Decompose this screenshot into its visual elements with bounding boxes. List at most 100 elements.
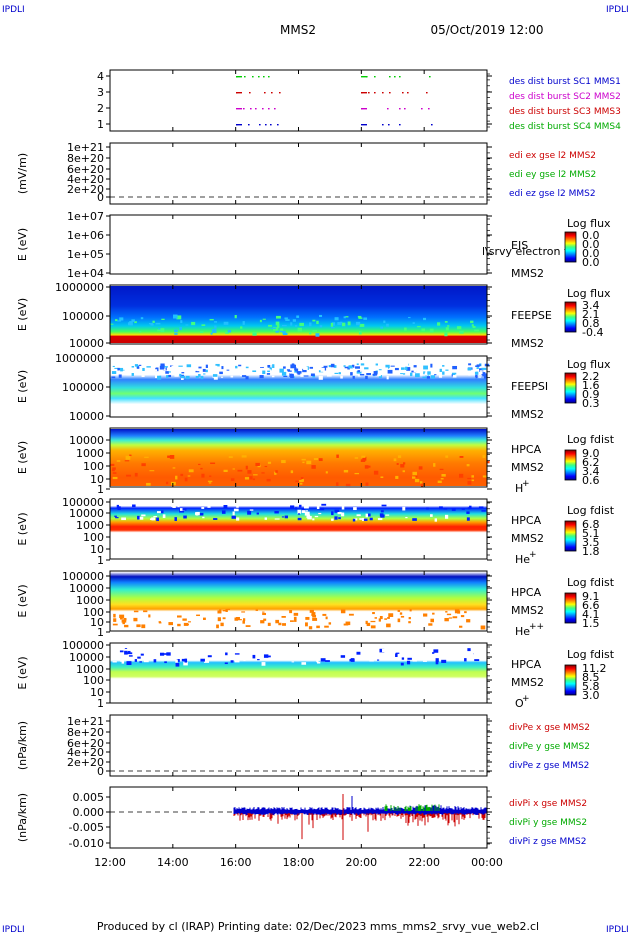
- hpca_h-pixel: [125, 455, 131, 460]
- burst-marker: [250, 108, 252, 110]
- hpca_hepp-pixel: [187, 621, 191, 623]
- hpca_he-spectrogram: [110, 500, 487, 558]
- hpca_hepp-pixel: [388, 613, 394, 617]
- feepse-pixel: [341, 322, 346, 327]
- feepse-pixel: [201, 324, 206, 326]
- hpca_he-pixel: [405, 516, 408, 519]
- hpca_o-pixel: [284, 649, 288, 652]
- hpca_h-pixel: [166, 481, 169, 485]
- hpca_h-pixel: [247, 470, 252, 474]
- eis-cbar-title: Log flux: [567, 217, 611, 230]
- hpca_he-pixel: [380, 514, 385, 518]
- hpca_he-pixel: [137, 515, 140, 520]
- feepsi-pixel: [239, 368, 244, 371]
- burst-frame: [109, 69, 488, 132]
- feepsi-pixel: [468, 373, 471, 376]
- hpca_hepp-species-label: He: [515, 625, 530, 638]
- hpca_he-pixel: [213, 518, 218, 520]
- hpca_hepp-pixel: [312, 617, 318, 621]
- eis-colorbar: [564, 231, 577, 263]
- feepsi-pixel: [432, 370, 438, 373]
- hpca_h-pixel: [418, 466, 423, 470]
- feepsi-pixel: [290, 364, 296, 369]
- feepsi-pixel: [430, 375, 436, 379]
- feepsi-pixel: [112, 365, 115, 368]
- burst-marker: [402, 92, 404, 94]
- feepsi-pixel: [413, 365, 417, 368]
- burst-legend-item: des dist burst SC4 MMS4: [509, 122, 621, 132]
- burst-ytick-label: 2: [97, 102, 104, 115]
- hpca_o-pixel: [128, 655, 133, 657]
- hpca_hepp-ytick-label: 100: [83, 606, 104, 619]
- hpca_h-pixel: [146, 482, 151, 486]
- burst-marker: [248, 124, 250, 126]
- hpca_o-pixel: [137, 656, 141, 659]
- hpca_o-ytick-label: 1000: [76, 663, 104, 676]
- hpca_hepp-pixel: [308, 626, 313, 630]
- feepsi-pixel: [468, 363, 472, 366]
- hpca_o-pixel: [187, 649, 192, 652]
- feepsi-pixel: [212, 365, 218, 368]
- hpca_he-pixel: [331, 511, 334, 516]
- feepse-pixel: [358, 330, 362, 335]
- feepsi-pixel: [221, 376, 224, 378]
- feepse-pixel: [355, 321, 361, 326]
- feepsi-pixel: [439, 368, 442, 372]
- hpca_h-pixel: [361, 455, 366, 458]
- hpca_hepp-pixel: [143, 610, 148, 613]
- hpca_he-pixel: [331, 518, 334, 521]
- feepsi-pixel: [338, 372, 341, 375]
- burst-marker: [428, 108, 430, 110]
- hpca_hepp-pixel: [345, 621, 351, 626]
- hpca_he-species-charge: +: [529, 550, 537, 560]
- feepsi-cbar-tick: 2.2: [582, 370, 600, 383]
- hpca_o-pixel: [432, 652, 435, 654]
- hpca_h-pixel: [228, 456, 233, 458]
- hpca_h-pixel: [336, 454, 339, 458]
- burst-marker: [429, 76, 431, 78]
- burst-marker: [388, 124, 390, 126]
- feepsi-pixel: [300, 373, 305, 377]
- burst-marker: [236, 124, 242, 126]
- hpca_o-pixel: [184, 658, 188, 663]
- hpca_h-pixel: [300, 477, 304, 480]
- hpca_hepp-pixel: [202, 617, 206, 620]
- feepse-pixel: [297, 327, 302, 332]
- hpca_hepp-pixel: [124, 624, 129, 628]
- hpca_o-pixel: [196, 652, 201, 655]
- hpca_h-cbar-title: Log fdist: [567, 433, 615, 446]
- hpca_he-pixel: [341, 512, 345, 517]
- eis-overlay-label: l\srvy electron to: [482, 245, 575, 258]
- burst-marker: [258, 76, 260, 78]
- hpca_hepp-pixel: [243, 618, 246, 621]
- hpca_he-cbar-tick: 5.1: [582, 527, 600, 540]
- feepsi-pixel: [168, 371, 171, 373]
- hpca_h-pixel: [295, 480, 299, 483]
- hpca_he-pixel: [151, 517, 155, 521]
- burst-marker: [243, 108, 245, 110]
- feepse-pixel: [316, 320, 319, 325]
- hpca_hepp-pixel: [348, 613, 354, 616]
- feepsi-pixel: [153, 369, 158, 372]
- feepsi-pixel: [379, 364, 382, 369]
- burst-ytick-label: 3: [97, 86, 104, 99]
- hpca_o-pixel: [464, 658, 467, 662]
- hpca_h-pixel: [112, 472, 117, 474]
- burst-marker: [236, 108, 242, 110]
- feepsi-pixel: [154, 365, 158, 368]
- hpca_h-pixel: [441, 474, 446, 477]
- feepsi-pixel: [131, 373, 134, 376]
- feepsi-pixel: [138, 364, 142, 366]
- feepsi-pixel: [233, 370, 236, 373]
- feepsi-pixel: [350, 372, 353, 376]
- feepsi-pixel: [290, 373, 294, 377]
- feepsi-ytick-label: 1000000: [55, 352, 104, 365]
- feepsi-pixel: [268, 369, 272, 371]
- hpca_o-cbar-tick: 3.0: [582, 689, 600, 702]
- feepse-pixel: [292, 319, 296, 322]
- edi-legend-item: edi ez gse l2 MMS2: [509, 189, 596, 199]
- feepse-cbar-tick: 0.8: [582, 317, 600, 330]
- feepse-pixel: [437, 322, 441, 326]
- hpca_he-pixel: [321, 503, 327, 506]
- hpca_he-cbar-tick: 6.8: [582, 518, 600, 531]
